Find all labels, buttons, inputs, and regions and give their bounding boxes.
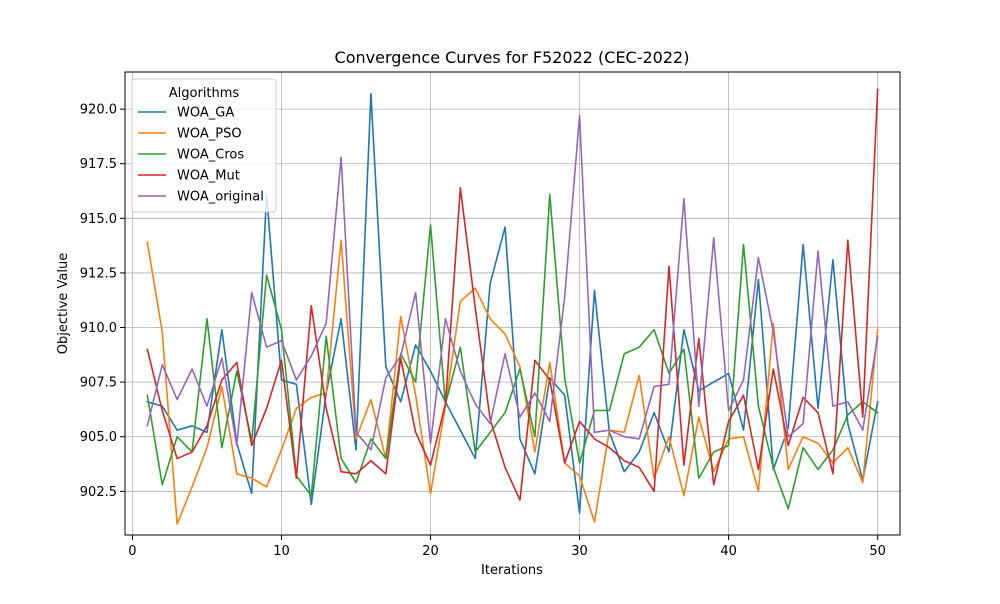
series-lines <box>146 88 879 525</box>
y-axis-label: Objective Value <box>56 253 71 354</box>
x-tick-label: 30 <box>571 544 588 559</box>
legend-label-woa-original: WOA_original <box>177 190 264 205</box>
x-tick-label: 40 <box>720 544 737 559</box>
legend-label-woa-mut: WOA_Mut <box>177 169 240 184</box>
chart-title: Convergence Curves for F52022 (CEC-2022) <box>335 48 690 67</box>
y-tick-label: 902.5 <box>80 485 117 500</box>
y-tick-label: 912.5 <box>80 266 117 281</box>
y-axis-ticks: 902.5 905.0 907.5 910.0 912.5 915.0 917.5 920.0 <box>80 103 125 500</box>
x-tick-label: 20 <box>422 544 439 559</box>
legend-label-woa-pso: WOA_PSO <box>177 127 242 142</box>
legend-label-woa-cros: WOA_Cros <box>177 148 244 163</box>
legend-items: WOA_GA WOA_PSO WOA_Cros WOA_Mut WOA_original <box>138 106 264 205</box>
series-line-woa-ga <box>146 93 879 514</box>
legend-label-woa-ga: WOA_GA <box>177 106 234 121</box>
series-line-woa-original <box>146 114 879 451</box>
y-tick-label: 907.5 <box>80 376 117 391</box>
x-tick-label: 10 <box>273 544 290 559</box>
legend-title: Algorithms <box>169 86 240 101</box>
y-tick-label: 910.0 <box>80 321 117 336</box>
series-line-woa-cros <box>146 193 879 510</box>
x-axis-label: Iterations <box>481 563 543 578</box>
legend-box <box>131 78 277 213</box>
x-axis-ticks: 0 10 20 30 40 50 <box>128 535 886 559</box>
y-tick-label: 920.0 <box>80 103 117 118</box>
y-tick-label: 905.0 <box>80 430 117 445</box>
series-line-woa-pso <box>146 239 879 525</box>
y-tick-label: 917.5 <box>80 157 117 172</box>
series-line-woa-mut <box>146 88 879 501</box>
x-tick-label: 0 <box>128 544 136 559</box>
y-tick-label: 915.0 <box>80 212 117 227</box>
x-tick-label: 50 <box>869 544 886 559</box>
legend: Algorithms WOA_GAWOA_PSOWOA_CrosWOA_MutW… <box>131 78 277 213</box>
plot-area-frame <box>124 71 901 536</box>
